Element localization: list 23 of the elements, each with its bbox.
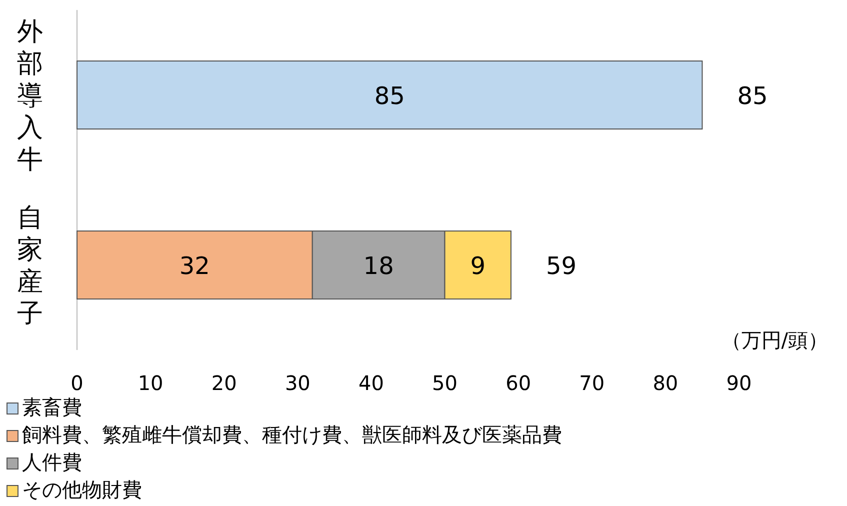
annotation: （万円/頭） xyxy=(721,328,828,352)
x-tick-label: 50 xyxy=(432,371,458,395)
legend-label: 飼料費、繁殖雌牛償却費、種付け費、獣医師料及び医薬品費 xyxy=(22,422,562,446)
y-tick-label: 自家産子 xyxy=(17,203,43,329)
legend-label: 人件費 xyxy=(22,450,82,474)
total-label: 59 xyxy=(546,252,577,280)
data-label: 9 xyxy=(470,252,486,280)
data-label: 18 xyxy=(363,252,394,280)
legend-label: 素畜費 xyxy=(22,395,82,419)
x-tick-label: 40 xyxy=(358,371,384,395)
legend-label: その他物財費 xyxy=(22,478,142,502)
x-tick-label: 30 xyxy=(284,371,310,395)
x-tick-label: 70 xyxy=(579,371,605,395)
total-label: 85 xyxy=(737,82,768,110)
x-tick-label: 60 xyxy=(506,371,532,395)
x-tick-label: 10 xyxy=(138,371,164,395)
x-tick-label: 0 xyxy=(70,371,84,395)
data-label: 85 xyxy=(374,82,405,110)
x-tick-label: 90 xyxy=(726,371,752,395)
x-tick-label: 80 xyxy=(652,371,678,395)
data-label: 32 xyxy=(179,252,210,280)
y-tick-label: 外部導入牛 xyxy=(17,17,43,175)
x-tick-label: 20 xyxy=(211,371,237,395)
